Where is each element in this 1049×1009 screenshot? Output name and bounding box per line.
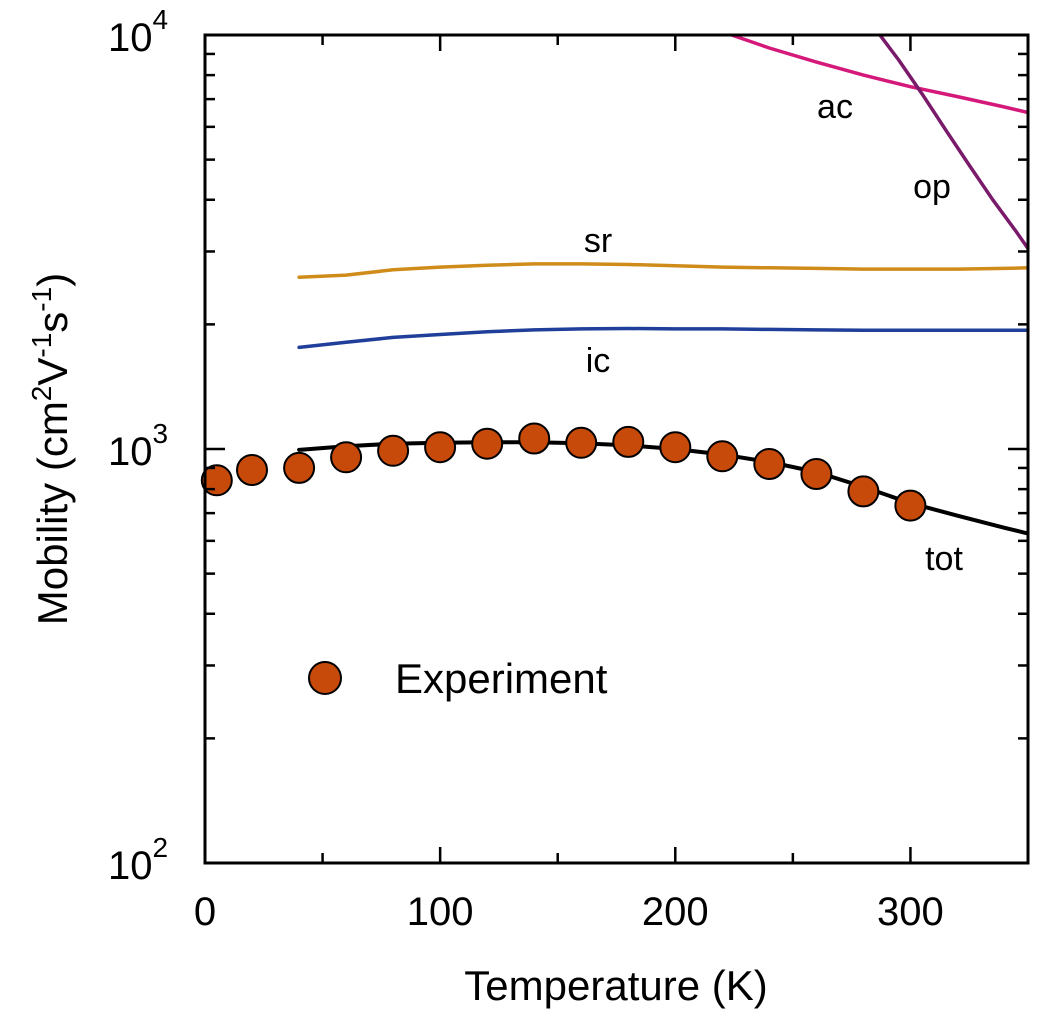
y-tick-label: 103 — [108, 418, 168, 474]
tick-layer — [203, 33, 1028, 865]
experiment-point — [377, 434, 410, 467]
y-axis-title-exp3: -1 — [26, 287, 57, 312]
series-line-ac — [729, 35, 1028, 115]
legend-marker — [308, 661, 342, 695]
curve-label-sr: sr — [584, 222, 612, 260]
experiment-points-layer — [200, 422, 927, 522]
experiment-point — [753, 448, 786, 480]
series-line-op — [878, 35, 1028, 251]
y-axis-title-prefix: Mobility (cm — [29, 401, 76, 625]
curve-label-op: op — [913, 168, 951, 206]
y-tick-base: 10 — [108, 844, 153, 888]
x-tick-label: 0 — [194, 890, 216, 934]
curve-layer — [297, 35, 1028, 536]
experiment-point — [236, 454, 268, 486]
experiment-point — [612, 425, 645, 458]
experiment-point — [424, 431, 457, 464]
y-axis-title-mid1: V — [29, 358, 76, 386]
experiment-point — [283, 451, 316, 484]
series-line-sr — [297, 262, 1028, 279]
experiment-point — [800, 458, 833, 490]
curve-label-ac: ac — [817, 88, 853, 126]
legend-label: Experiment — [395, 655, 608, 702]
experiment-point — [518, 422, 551, 455]
legend: Experiment — [308, 655, 608, 702]
y-axis-title-exp1: 2 — [26, 386, 57, 402]
y-tick-exp: 3 — [153, 418, 169, 449]
experiment-point — [659, 431, 692, 464]
y-tick-base: 10 — [108, 16, 153, 60]
experiment-point — [330, 441, 363, 474]
x-axis-title: Temperature (K) — [464, 962, 767, 1009]
y-axis-title-exp2: -1 — [26, 333, 57, 358]
y-axis-title-suffix: ) — [29, 273, 76, 287]
curve-label-layer: ac op sr ic tot — [584, 88, 964, 578]
experiment-point — [200, 464, 233, 497]
experiment-point — [706, 440, 739, 473]
series-line-ic — [297, 326, 1028, 350]
experiment-point — [471, 427, 504, 460]
experiment-point — [894, 489, 927, 522]
curve-label-ic: ic — [586, 342, 611, 380]
y-tick-exp: 2 — [153, 832, 169, 863]
y-tick-label: 102 — [108, 832, 168, 888]
x-tick-label: 300 — [877, 890, 944, 934]
experiment-point — [565, 426, 598, 459]
curve-label-tot: tot — [925, 540, 963, 578]
y-axis-title-mid2: s — [29, 312, 76, 333]
y-tick-base: 10 — [108, 430, 153, 474]
experiment-point — [847, 475, 880, 508]
x-tick-label: 100 — [407, 890, 474, 934]
y-axis-title: Mobility (cm2V-1s-1) — [26, 273, 76, 625]
y-tick-label: 104 — [108, 4, 168, 60]
y-tick-exp: 4 — [153, 4, 169, 35]
x-tick-label: 200 — [642, 890, 709, 934]
